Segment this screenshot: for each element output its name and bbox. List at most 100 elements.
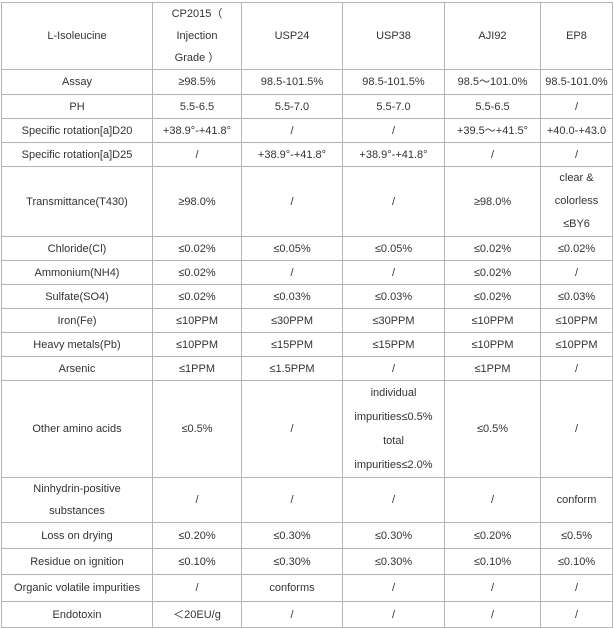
row-label: Endotoxin <box>1 601 153 628</box>
table-cell: ≥98.0% <box>152 166 242 237</box>
table-cell: ≤0.03% <box>241 284 343 309</box>
table-cell: ≤0.30% <box>241 522 343 549</box>
table-cell: +38.9°-+41.8° <box>241 142 343 167</box>
row-label: Organic volatile impurities <box>1 574 153 602</box>
table-cell: ≤0.05% <box>241 236 343 261</box>
header-cell: EP8 <box>540 2 613 70</box>
table-cell: ≤0.5% <box>540 522 613 549</box>
table-row: Other amino acids ≤0.5% / individual imp… <box>1 380 613 478</box>
table-cell: ≤30PPM <box>342 308 445 333</box>
table-row: Specific rotation[a]D20 +38.9°-+41.8° / … <box>1 118 613 143</box>
table-cell: / <box>342 356 445 381</box>
table-cell: / <box>342 118 445 143</box>
table-cell: ≤10PPM <box>540 332 613 357</box>
table-cell: / <box>540 574 613 602</box>
header-cell: CP2015（ Injection Grade ） <box>152 2 242 70</box>
table-cell: ≤0.02% <box>444 236 541 261</box>
table-cell: 5.5-6.5 <box>444 94 541 119</box>
table-cell: / <box>342 574 445 602</box>
table-cell: 5.5-6.5 <box>152 94 242 119</box>
table-cell: ＜20EU/g <box>152 601 242 628</box>
table-row: Organic volatile impurities / conforms /… <box>1 574 613 602</box>
table-cell: ≤15PPM <box>241 332 343 357</box>
table-cell: ≤0.10% <box>540 548 613 575</box>
table-cell: / <box>444 574 541 602</box>
row-label: Other amino acids <box>1 380 153 478</box>
table-cell: ≤0.30% <box>342 548 445 575</box>
table-cell: ≤0.20% <box>152 522 242 549</box>
table-cell: ≤10PPM <box>540 308 613 333</box>
table-cell: ≤0.02% <box>540 236 613 261</box>
table-cell: ≤0.02% <box>152 284 242 309</box>
table-cell: ≤0.5% <box>152 380 242 478</box>
table-row: Sulfate(SO4) ≤0.02% ≤0.03% ≤0.03% ≤0.02%… <box>1 284 613 309</box>
table-cell: ≤10PPM <box>444 332 541 357</box>
table-cell: / <box>152 574 242 602</box>
table-cell: ≤10PPM <box>152 308 242 333</box>
table-row: Specific rotation[a]D25 / +38.9°-+41.8° … <box>1 142 613 167</box>
table-cell: / <box>540 380 613 478</box>
table-cell: ≤1PPM <box>444 356 541 381</box>
table-header-row: L-Isoleucine CP2015（ Injection Grade ） U… <box>1 2 613 70</box>
table-row: Ammonium(NH4) ≤0.02% / / ≤0.02% / <box>1 260 613 285</box>
table-cell: / <box>241 118 343 143</box>
table-cell: / <box>444 601 541 628</box>
table-cell: / <box>241 166 343 237</box>
table-row: Endotoxin ＜20EU/g / / / / <box>1 601 613 628</box>
table-cell: / <box>540 260 613 285</box>
table-row: Loss on drying ≤0.20% ≤0.30% ≤0.30% ≤0.2… <box>1 522 613 549</box>
table-cell: 5.5-7.0 <box>342 94 445 119</box>
table-cell: +40.0-+43.0 <box>540 118 613 143</box>
table-cell: / <box>342 260 445 285</box>
table-cell: ≤10PPM <box>444 308 541 333</box>
row-label: Sulfate(SO4) <box>1 284 153 309</box>
table-cell: ≤10PPM <box>152 332 242 357</box>
table-cell: / <box>152 142 242 167</box>
row-label: Assay <box>1 69 153 95</box>
row-label: Iron(Fe) <box>1 308 153 333</box>
table-cell: ≤0.30% <box>241 548 343 575</box>
table-cell: ≤0.05% <box>342 236 445 261</box>
table-cell: / <box>342 601 445 628</box>
table-cell: ≤30PPM <box>241 308 343 333</box>
table-cell: ≤0.02% <box>444 284 541 309</box>
table-cell: +38.9°-+41.8° <box>342 142 445 167</box>
table-cell: / <box>241 260 343 285</box>
table-cell: clear & colorless ≤BY6 <box>540 166 613 237</box>
header-cell: USP38 <box>342 2 445 70</box>
table-row: Heavy metals(Pb) ≤10PPM ≤15PPM ≤15PPM ≤1… <box>1 332 613 357</box>
table-cell: ≤0.5% <box>444 380 541 478</box>
table-cell: 98.5-101.5% <box>342 69 445 95</box>
table-cell: / <box>241 477 343 523</box>
table-cell: 98.5-101.5% <box>241 69 343 95</box>
table-cell: ≤0.30% <box>342 522 445 549</box>
table-cell: 98.5～101.0% <box>444 69 541 95</box>
table-cell: / <box>540 356 613 381</box>
header-cell: AJI92 <box>444 2 541 70</box>
table-row: PH 5.5-6.5 5.5-7.0 5.5-7.0 5.5-6.5 / <box>1 94 613 119</box>
table-row: Residue on ignition ≤0.10% ≤0.30% ≤0.30%… <box>1 548 613 575</box>
table-cell: / <box>342 477 445 523</box>
table-cell: ≤0.02% <box>152 236 242 261</box>
table-cell: 98.5-101.0% <box>540 69 613 95</box>
table-cell: / <box>444 477 541 523</box>
table-row: Transmittance(T430) ≥98.0% / / ≥98.0% cl… <box>1 166 613 237</box>
row-label: Specific rotation[a]D20 <box>1 118 153 143</box>
table-cell: ≤0.20% <box>444 522 541 549</box>
table-row: Iron(Fe) ≤10PPM ≤30PPM ≤30PPM ≤10PPM ≤10… <box>1 308 613 333</box>
table-cell: ≤0.02% <box>152 260 242 285</box>
row-label: Arsenic <box>1 356 153 381</box>
table-row: Arsenic ≤1PPM ≤1.5PPM / ≤1PPM / <box>1 356 613 381</box>
row-label: Loss on drying <box>1 522 153 549</box>
table-cell: / <box>540 142 613 167</box>
table-cell: / <box>444 142 541 167</box>
table-cell: ≤1PPM <box>152 356 242 381</box>
table-cell: ≤1.5PPM <box>241 356 343 381</box>
table-row: Ninhydrin-positive substances / / / / co… <box>1 477 613 523</box>
table-cell: / <box>241 380 343 478</box>
row-label: PH <box>1 94 153 119</box>
table-cell: ≤0.03% <box>342 284 445 309</box>
row-label: Transmittance(T430) <box>1 166 153 237</box>
table-cell: conform <box>540 477 613 523</box>
